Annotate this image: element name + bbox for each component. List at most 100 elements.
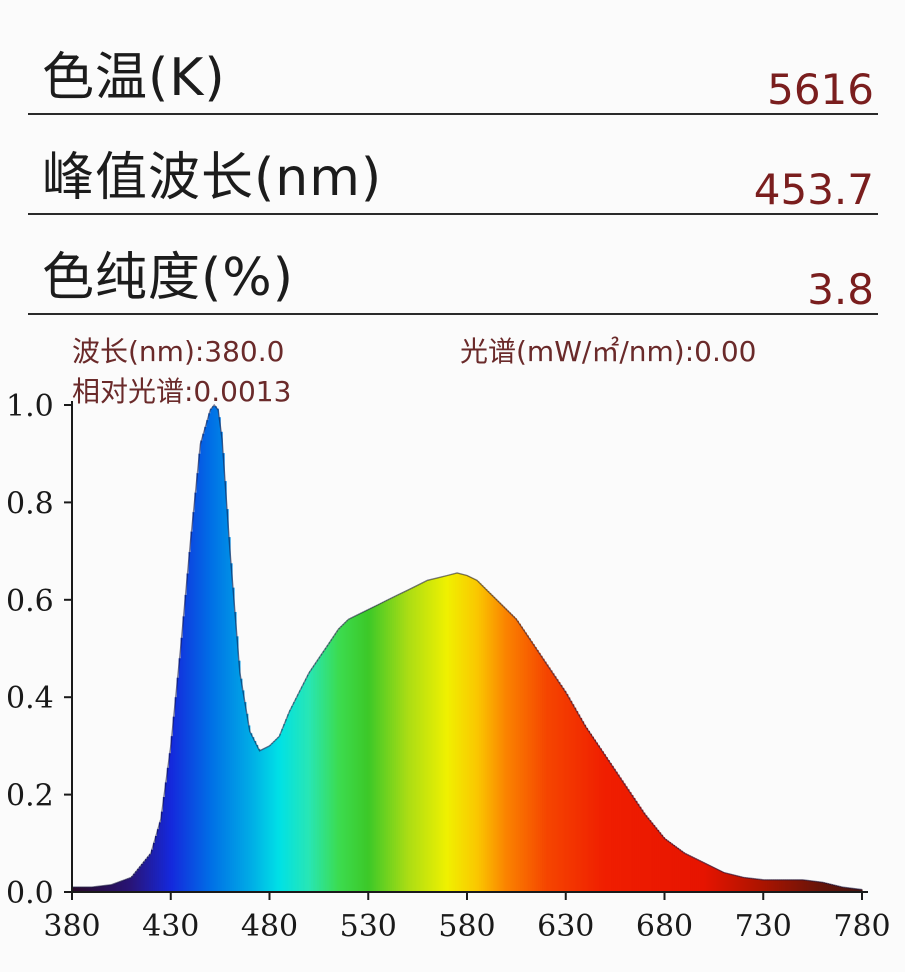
purity-value: 3.8	[807, 265, 874, 314]
spectrum-bar	[433, 578, 436, 892]
spectrum-bar	[828, 883, 831, 892]
spectrum-bar	[654, 827, 658, 892]
spectrum-bar	[249, 733, 253, 892]
spectrum-bar	[638, 806, 642, 892]
spectrum-bar	[514, 618, 517, 892]
spectrum-bar	[200, 440, 203, 892]
spectrum-bar	[522, 629, 525, 892]
spectrum-bar	[540, 655, 543, 892]
spectrum-bar	[727, 873, 731, 892]
spectrum-bar	[105, 885, 109, 892]
spectrum-bar	[715, 869, 719, 892]
spectrum-bar	[295, 698, 298, 892]
spectrum-bar	[842, 887, 845, 892]
spectrum-bar	[431, 579, 435, 892]
spectrum-bar	[77, 887, 81, 892]
spectrum-bar	[547, 667, 551, 892]
spectrum-bar	[688, 855, 691, 892]
spectrum-bar	[846, 887, 849, 892]
spectrum-bar	[702, 862, 705, 892]
spectrum-bar	[786, 879, 790, 892]
spectrum-bar	[425, 580, 429, 892]
spectrum-bar	[151, 849, 154, 892]
purity-label: 色纯度(%)	[42, 248, 294, 308]
spectrum-bar	[510, 614, 514, 892]
spectrum-bar	[796, 879, 800, 892]
spectrum-bar	[632, 798, 636, 892]
spectrum-bar	[682, 852, 685, 892]
spectrum-bar	[739, 876, 743, 892]
spectrum-bar	[388, 599, 391, 892]
spectrum-bar	[368, 609, 371, 892]
x-tick-label: 630	[537, 909, 594, 944]
spectrum-bar	[561, 687, 565, 892]
spectrum-bar	[761, 879, 764, 892]
spectrum-bar	[354, 615, 357, 892]
spectrum-bar	[713, 868, 717, 892]
spectrum-bar	[611, 765, 614, 892]
spectrum-bar	[291, 705, 294, 892]
spectrum-bar	[662, 837, 666, 892]
spectrum-bar	[231, 587, 235, 892]
spectrum-bar	[664, 839, 668, 892]
spectrum-bar	[850, 888, 853, 892]
spectrum-bar	[684, 853, 687, 892]
cursor-spectrum-readout: 光谱(mW/㎡/nm):0.00	[460, 335, 757, 368]
spectrum-bar	[794, 879, 798, 892]
spectrum-bar	[603, 754, 606, 892]
spectrum-bar	[696, 859, 699, 892]
spectrum-bar	[137, 868, 140, 892]
spectrum-bar	[285, 719, 288, 892]
spectrum-bar	[172, 716, 176, 892]
spectrum-bar	[212, 406, 215, 892]
spectrum-bar	[784, 879, 788, 892]
cct-value: 5616	[767, 65, 874, 114]
spectrum-bar	[601, 751, 604, 892]
spectrum-bar	[749, 878, 752, 892]
spectrum-bar	[160, 811, 164, 892]
spectrum-bar	[307, 674, 310, 892]
spectrum-bar	[595, 742, 598, 892]
spectrum-bar	[463, 574, 466, 892]
spectrum-bar	[411, 587, 415, 892]
spectrum-bar	[530, 641, 533, 892]
spectrum-bar	[89, 887, 93, 892]
spectrum-bar	[413, 586, 417, 892]
spectrum-bar	[642, 812, 646, 892]
spectrum-bar	[668, 842, 672, 892]
spectrum-bar	[143, 861, 146, 892]
spectrum-bar	[131, 876, 134, 892]
spectrum-bar	[694, 858, 697, 892]
y-tick-label: 0.6	[6, 584, 54, 619]
spectrum-bar	[283, 723, 286, 892]
spectrum-bar	[488, 592, 492, 892]
spectrum-bar	[798, 879, 802, 892]
spectrum-bar	[320, 653, 324, 892]
spectrum-bar	[218, 417, 221, 892]
spectrum-bar	[372, 607, 375, 892]
spectrum-bar	[650, 822, 654, 892]
spectrum-bar	[97, 886, 101, 892]
spectrum-bar	[350, 617, 354, 892]
y-tick-label: 0.2	[6, 779, 54, 814]
spectrum-bar	[393, 596, 397, 892]
spectrum-bar	[121, 880, 124, 892]
spectrum-bar	[182, 616, 186, 892]
spectrum-bar	[759, 879, 762, 892]
spectrum-bar	[506, 610, 510, 892]
spectrum-bar	[139, 866, 142, 892]
spectrum-bar	[326, 645, 330, 892]
spectrum-bar	[777, 879, 780, 892]
spectrum-bar	[91, 887, 95, 892]
spectrum-bar	[557, 682, 561, 892]
spectrum-bar	[824, 882, 828, 892]
spectrum-bar	[312, 665, 316, 892]
spectrum-bar	[334, 633, 338, 892]
spectrum-bar	[366, 610, 369, 892]
spectrum-bar	[145, 859, 148, 892]
spectrum-bar	[502, 606, 506, 892]
spectrum-bar	[534, 647, 537, 892]
spectrum-bar	[737, 876, 741, 892]
spectrum-bar	[549, 670, 553, 892]
